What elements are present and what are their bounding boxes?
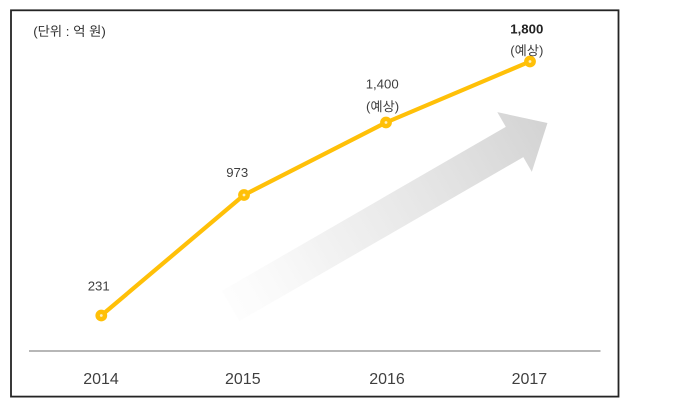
svg-text:(: (	[366, 99, 371, 114]
svg-text:): )	[101, 24, 105, 39]
svg-text::: :	[66, 24, 70, 39]
svg-text:2017: 2017	[512, 371, 548, 388]
svg-text:231: 231	[88, 278, 110, 293]
svg-text:2016: 2016	[369, 371, 405, 388]
svg-text:1,400: 1,400	[366, 77, 399, 92]
svg-text:): )	[539, 43, 543, 58]
svg-text:(: (	[510, 43, 515, 58]
svg-text:973: 973	[226, 165, 248, 180]
svg-text:(: (	[33, 24, 38, 39]
svg-text:2014: 2014	[83, 371, 119, 388]
svg-text:): )	[395, 99, 399, 114]
svg-text:2015: 2015	[225, 371, 261, 388]
svg-text:1,800: 1,800	[510, 21, 543, 36]
